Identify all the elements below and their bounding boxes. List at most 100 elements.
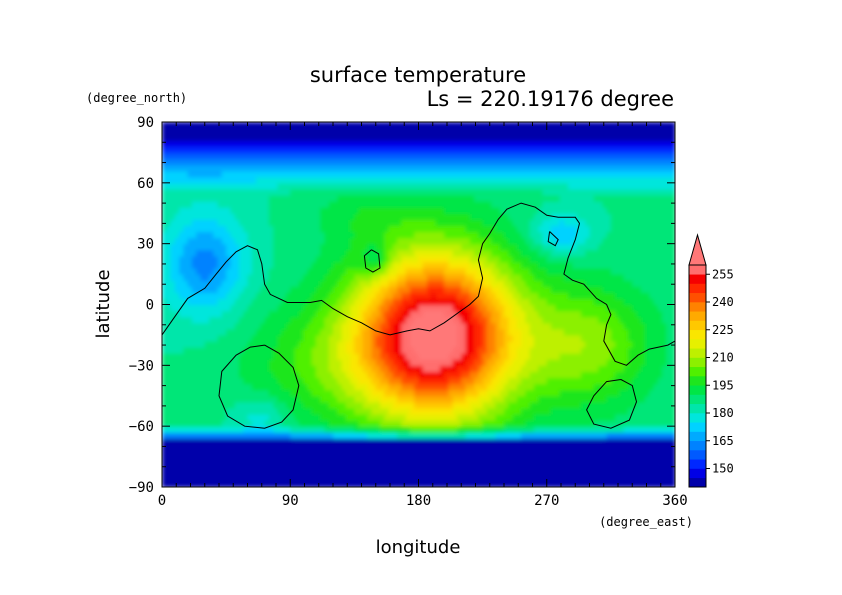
- field-cell: [645, 353, 650, 360]
- field-cell: [645, 310, 650, 318]
- field-cell: [350, 334, 355, 342]
- field-cell: [546, 456, 552, 464]
- field-cell: [645, 328, 650, 336]
- field-cell: [256, 468, 261, 476]
- field-cell: [653, 243, 659, 251]
- field-cell: [632, 420, 638, 427]
- field-cell: [439, 237, 445, 245]
- field-cell: [251, 243, 257, 251]
- field-cell: [234, 231, 240, 239]
- field-cell: [499, 359, 505, 366]
- field-cell: [598, 456, 603, 464]
- field-cell: [456, 468, 462, 476]
- field-cell: [657, 420, 663, 427]
- field-cell: [521, 328, 526, 336]
- field-cell: [444, 268, 450, 275]
- field-cell: [230, 426, 236, 433]
- field-cell: [315, 304, 321, 312]
- field-cell: [315, 328, 321, 336]
- field-cell: [401, 341, 407, 348]
- field-cell: [397, 426, 402, 433]
- field-cell: [247, 462, 253, 470]
- field-cell: [461, 383, 467, 391]
- field-cell: [298, 304, 304, 312]
- field-cell: [568, 353, 574, 360]
- field-cell: [264, 468, 270, 476]
- field-cell: [234, 261, 240, 269]
- field-cell: [166, 365, 172, 373]
- field-cell: [162, 480, 167, 487]
- field-cell: [469, 359, 475, 366]
- field-cell: [619, 480, 625, 487]
- field-cell: [615, 383, 621, 391]
- field-cell: [179, 316, 184, 324]
- field-cell: [529, 310, 535, 318]
- field-cell: [392, 377, 398, 385]
- field-cell: [627, 377, 633, 385]
- field-cell: [508, 468, 514, 476]
- field-cell: [649, 414, 655, 421]
- field-cell: [367, 371, 373, 379]
- field-cell: [491, 255, 497, 263]
- field-cell: [191, 231, 197, 239]
- field-cell: [213, 347, 219, 354]
- field-cell: [191, 328, 197, 336]
- field-cell: [632, 359, 638, 366]
- field-cell: [256, 347, 261, 354]
- field-cell: [307, 462, 313, 470]
- field-cell: [585, 468, 591, 476]
- field-cell: [243, 444, 249, 452]
- field-cell: [170, 414, 176, 421]
- field-cell: [320, 341, 326, 348]
- field-cell: [362, 249, 368, 257]
- field-cell: [196, 316, 202, 324]
- field-cell: [508, 480, 514, 487]
- field-cell: [444, 365, 450, 373]
- field-cell: [632, 341, 638, 348]
- field-cell: [435, 353, 441, 360]
- field-cell: [281, 359, 287, 366]
- field-cell: [230, 255, 236, 263]
- field-cell: [482, 249, 488, 257]
- field-cell: [538, 383, 544, 391]
- field-cell: [345, 286, 351, 293]
- field-cell: [657, 274, 663, 281]
- field-cell: [580, 365, 586, 373]
- field-cell: [491, 316, 497, 324]
- field-cell: [337, 274, 343, 281]
- field-cell: [636, 292, 642, 300]
- field-cell: [384, 359, 390, 366]
- field-cell: [427, 359, 432, 366]
- field-cell: [401, 359, 407, 366]
- field-cell: [576, 401, 582, 409]
- field-cell: [602, 255, 608, 263]
- field-cell: [409, 255, 415, 263]
- field-cell: [311, 395, 317, 403]
- field-cell: [568, 268, 574, 275]
- field-cell: [230, 407, 236, 415]
- field-cell: [341, 255, 347, 263]
- field-cell: [315, 341, 321, 348]
- field-cell: [610, 389, 616, 397]
- field-cell: [401, 365, 407, 373]
- field-cell: [414, 395, 420, 403]
- field-cell: [572, 298, 578, 306]
- field-cell: [427, 444, 432, 452]
- field-cell: [174, 456, 180, 464]
- field-cell: [298, 347, 304, 354]
- field-cell: [482, 255, 488, 263]
- field-cell: [221, 450, 227, 458]
- field-cell: [358, 365, 364, 373]
- field-cell: [486, 274, 492, 281]
- field-cell: [209, 274, 214, 281]
- field-cell: [315, 377, 321, 385]
- field-cell: [482, 310, 488, 318]
- field-cell: [303, 328, 308, 336]
- field-cell: [285, 395, 291, 403]
- field-cell: [256, 383, 261, 391]
- field-cell: [551, 389, 556, 397]
- field-cell: [392, 401, 398, 409]
- field-cell: [649, 389, 655, 397]
- field-cell: [610, 365, 616, 373]
- field-cell: [461, 280, 467, 287]
